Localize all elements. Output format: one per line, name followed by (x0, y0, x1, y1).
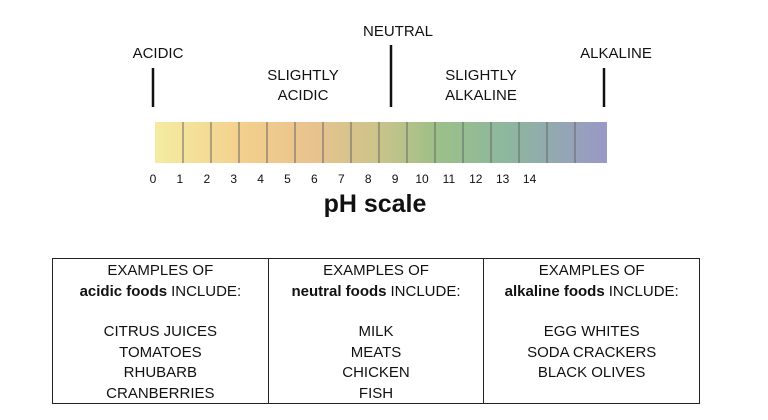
tick-label: 9 (391, 172, 399, 186)
pointer-lines (151, 45, 606, 107)
food-item: SODA CRACKERS (527, 343, 657, 361)
heading-rest: INCLUDE: (608, 282, 679, 300)
label-line: ACIDIC (277, 87, 329, 104)
food-item: CITRUS JUICES (103, 323, 217, 340)
alkaline-label: ALKALINE (580, 45, 652, 62)
tick-label: 6 (311, 172, 318, 186)
tick-label: 2 (203, 172, 211, 186)
column-heading: acidic foods INCLUDE: (53, 282, 268, 303)
tick-label: 11 (442, 172, 456, 186)
tick-label: 3 (230, 172, 238, 186)
item-list: EGG WHITES SODA CRACKERS BLACK OLIVES (484, 322, 699, 384)
heading-bold: neutral foods (291, 282, 387, 300)
scale-title: pH scale (323, 190, 427, 218)
food-item: BLACK OLIVES (537, 364, 646, 381)
column-heading: neutral foods INCLUDE: (269, 282, 484, 303)
heading-rest: INCLUDE: (171, 282, 242, 300)
table-column: EXAMPLES OF acidic foods INCLUDE: CITRUS JU… (53, 259, 268, 403)
column-intro: EXAMPLES OF (323, 262, 429, 279)
heading-bold: acidic foods (79, 282, 168, 300)
food-item: CRANBERRIES (106, 384, 215, 402)
tick-label: 7 (337, 172, 345, 186)
food-item: TOMATOES (119, 343, 202, 361)
food-item: MILK (358, 323, 394, 340)
examples-table: EXAMPLES OF acidic foods INCLUDE: CITRUS JU… (52, 258, 700, 404)
tick-label: 5 (284, 172, 291, 186)
acidic-label: ACIDIC (132, 45, 184, 62)
food-item: CHICKEN (342, 364, 410, 381)
tick-label: 0 (149, 172, 157, 186)
tick-label: 14 (522, 172, 537, 186)
food-item: RHUBARB (123, 364, 198, 381)
item-list: CITRUS JUICES TOMATOES RHUBARB CRANBERRIES (53, 322, 268, 404)
label-line: ALKALINE (445, 87, 517, 104)
tick-label: 4 (257, 172, 264, 186)
tick-label: 8 (364, 172, 372, 186)
tick-label: 1 (176, 172, 184, 186)
table-column: EXAMPLES OF neutral foods INCLUDE: MILK MEAT… (267, 259, 484, 404)
column-intro: EXAMPLES OF (538, 262, 645, 279)
heading-rest: INCLUDE: (390, 282, 461, 300)
neutral-label: NEUTRAL (362, 23, 434, 40)
tick-label: 10 (415, 172, 429, 186)
food-item: FISH (358, 384, 394, 402)
color-bar (155, 122, 607, 163)
food-item: MEATS (350, 343, 402, 361)
column-intro: EXAMPLES OF (107, 262, 214, 279)
tick-label: 13 (496, 172, 510, 186)
slightly-acidic-label: SLIGHTLY ACIDIC (267, 66, 338, 106)
tick-label: 12 (469, 172, 483, 186)
food-item: EGG WHITES (543, 323, 640, 340)
slightly-alkaline-label: SLIGHTLY ALKALINE (445, 66, 517, 106)
label-line: SLIGHTLY (267, 67, 339, 84)
column-heading: alkaline foods INCLUDE: (484, 282, 699, 303)
table-column: EXAMPLES OF alkaline foods INCLUDE: EGG WHI… (483, 259, 699, 403)
heading-bold: alkaline foods (504, 282, 605, 300)
bar-dividers (182, 122, 576, 163)
item-list: MILK MEATS CHICKEN FISH (269, 322, 484, 404)
label-line: SLIGHTLY (445, 67, 517, 84)
